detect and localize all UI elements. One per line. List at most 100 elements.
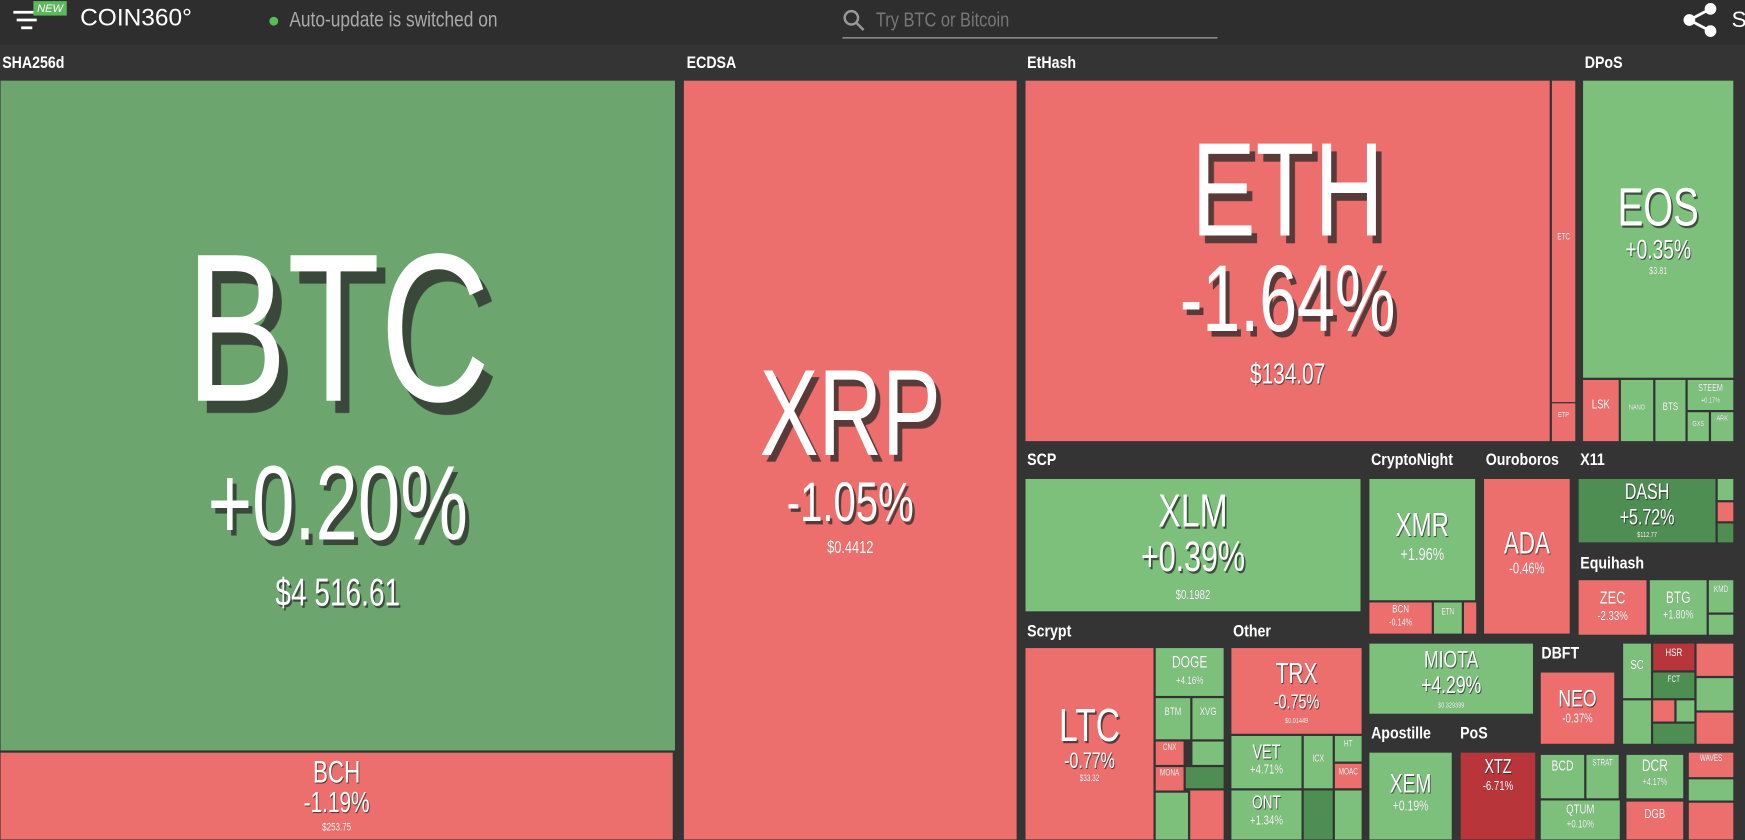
share-icon[interactable] — [1683, 3, 1717, 37]
coin-tile[interactable] — [1154, 697, 1192, 741]
coin-symbol: WAVES — [1700, 753, 1722, 763]
coin-tile[interactable] — [682, 79, 1018, 840]
coin-tile[interactable] — [1581, 79, 1735, 379]
group-label: PoS — [1460, 725, 1488, 743]
coin-price: $112.77 — [1637, 531, 1657, 539]
coin-symbol: BCH — [313, 754, 360, 790]
coin-symbol: ICX — [1312, 752, 1324, 763]
coin-change: +1.80% — [1663, 608, 1694, 622]
coin-tile[interactable] — [1625, 800, 1685, 840]
coin-tile[interactable] — [1154, 646, 1225, 698]
tile-filler — [1687, 801, 1735, 840]
coin-tile[interactable] — [1709, 411, 1735, 443]
coin-tile[interactable] — [1154, 766, 1185, 792]
coin-symbol: ETC — [1557, 231, 1570, 241]
group-label: EtHash — [1027, 54, 1076, 72]
tile-filler — [1462, 601, 1478, 635]
coin-symbol: BTS — [1663, 401, 1679, 414]
coin-price: $0.01449 — [1285, 717, 1309, 725]
coin-tile[interactable] — [1619, 378, 1655, 443]
coin-tile[interactable] — [1550, 79, 1577, 404]
coin-change: +4.16% — [1176, 675, 1204, 688]
coin-price: $0.1982 — [1176, 587, 1211, 602]
coin-price: $134.07 — [1250, 358, 1325, 390]
coin-symbol: SC — [1630, 657, 1643, 672]
coin-tile[interactable] — [1686, 378, 1735, 412]
coin-tile[interactable] — [1539, 799, 1621, 840]
coin-change: -2.33% — [1597, 608, 1627, 623]
coin-tile[interactable] — [1687, 751, 1735, 779]
coin-tile[interactable] — [1686, 411, 1710, 443]
coin-tile[interactable] — [1230, 646, 1363, 735]
coin-symbol: BTC — [186, 210, 490, 446]
coin-tile[interactable] — [1230, 789, 1303, 840]
coin-tile[interactable] — [1652, 671, 1696, 700]
coin-tile[interactable] — [1302, 734, 1334, 790]
coin-symbol: LTC — [1059, 699, 1120, 752]
group-label: ECDSA — [687, 54, 737, 72]
coin-tile[interactable] — [1539, 753, 1586, 800]
coin-tile[interactable] — [1652, 642, 1696, 672]
tile-filler — [1675, 699, 1696, 723]
coin-tile[interactable] — [1024, 477, 1362, 613]
group-label: Ouroboros — [1486, 451, 1559, 469]
coin-change: -0.75% — [1274, 690, 1320, 713]
coin-tile[interactable] — [1581, 378, 1620, 443]
coin-tile[interactable] — [1368, 477, 1477, 602]
coin-symbol: ADA — [1504, 525, 1551, 561]
coin-tile[interactable] — [1230, 734, 1303, 790]
coin-tile[interactable] — [1622, 642, 1653, 700]
coin-symbol: BCN — [1392, 603, 1409, 616]
coin-tile[interactable] — [1539, 671, 1616, 745]
coin-tile[interactable] — [1585, 753, 1620, 800]
search-icon[interactable] — [843, 9, 865, 31]
coin-tile[interactable] — [1577, 579, 1648, 636]
coin-tile[interactable] — [1024, 646, 1155, 840]
coin-tile[interactable] — [1648, 579, 1708, 636]
coin-tile[interactable] — [1191, 697, 1225, 741]
tile-filler — [1622, 699, 1653, 745]
coin-symbol: XRP — [760, 344, 941, 482]
coin-tile[interactable] — [1625, 753, 1685, 800]
coin-tile[interactable] — [1459, 751, 1537, 840]
coin-tile[interactable] — [1024, 79, 1551, 443]
coin-change: +0.39% — [1141, 533, 1245, 580]
group-label: DPoS — [1585, 54, 1623, 72]
coin-tile[interactable] — [1154, 740, 1185, 767]
coin-symbol: FCT — [1668, 674, 1681, 684]
coin-tile[interactable] — [1707, 579, 1735, 614]
coin-symbol: LSK — [1592, 397, 1610, 412]
tile-filler — [1695, 677, 1735, 712]
coin-tile[interactable] — [1333, 734, 1363, 763]
coin-symbol: GXS — [1692, 420, 1704, 428]
coin-symbol: ETH — [1191, 115, 1383, 264]
coin-change: +4.29% — [1421, 671, 1481, 699]
coin-change: +4.71% — [1250, 762, 1283, 777]
tile-filler — [1189, 789, 1225, 840]
tile-filler — [1184, 766, 1225, 790]
coin-tile[interactable] — [1482, 477, 1571, 635]
coin-change: +0.35% — [1625, 234, 1691, 264]
coin-tile[interactable] — [1368, 601, 1433, 635]
coin-symbol: ZEC — [1600, 588, 1626, 608]
logo[interactable]: COIN360° — [80, 4, 192, 31]
tile-filler — [1687, 778, 1735, 802]
coin-tile[interactable] — [0, 79, 677, 752]
coin-tile[interactable] — [1368, 642, 1535, 715]
search-input[interactable]: Try BTC or Bitcoin — [876, 8, 1009, 31]
coin-change: -6.71% — [1483, 779, 1513, 794]
coin-tile[interactable] — [0, 751, 674, 840]
coin-symbol: DGB — [1644, 806, 1665, 821]
coin-change: -0.77% — [1064, 748, 1115, 773]
coin-symbol: BTM — [1165, 706, 1182, 719]
coin-tile[interactable] — [1577, 477, 1717, 544]
coin-tile[interactable] — [1654, 378, 1687, 443]
coin-tile[interactable] — [1333, 762, 1363, 790]
coin-tile[interactable] — [1550, 402, 1577, 443]
coin-change: -1.64% — [1180, 246, 1396, 352]
coin-tile[interactable] — [1432, 601, 1463, 635]
coin-tile[interactable] — [1368, 751, 1453, 840]
coin-change: +1.34% — [1250, 813, 1283, 828]
coin-change: +4.17% — [1643, 776, 1668, 787]
